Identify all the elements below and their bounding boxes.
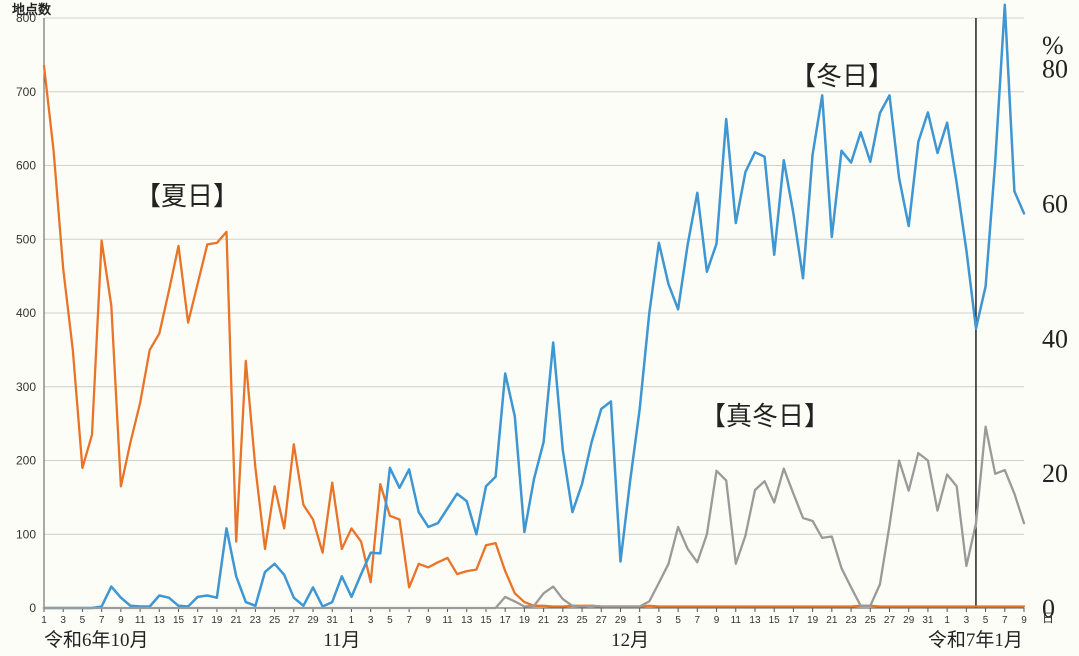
svg-text:5: 5 — [675, 615, 681, 626]
svg-text:1: 1 — [637, 615, 643, 626]
svg-text:40: 40 — [1042, 324, 1068, 353]
svg-text:29: 29 — [903, 615, 915, 626]
svg-text:5: 5 — [387, 615, 393, 626]
svg-text:7: 7 — [99, 615, 105, 626]
svg-text:【夏日】: 【夏日】 — [135, 182, 239, 211]
svg-text:17: 17 — [788, 615, 800, 626]
svg-text:31: 31 — [922, 615, 934, 626]
svg-text:15: 15 — [173, 615, 185, 626]
svg-text:令和7年1月: 令和7年1月 — [928, 629, 1023, 651]
svg-text:17: 17 — [500, 615, 512, 626]
svg-text:25: 25 — [576, 615, 588, 626]
svg-text:31: 31 — [327, 615, 339, 626]
svg-text:27: 27 — [884, 615, 896, 626]
svg-text:%: % — [1042, 31, 1064, 60]
svg-text:15: 15 — [769, 615, 781, 626]
svg-text:令和6年10月: 令和6年10月 — [44, 629, 149, 651]
svg-text:地点数: 地点数 — [12, 2, 52, 17]
svg-text:9: 9 — [118, 615, 124, 626]
svg-text:1: 1 — [944, 615, 950, 626]
svg-text:27: 27 — [596, 615, 608, 626]
svg-text:13: 13 — [461, 615, 473, 626]
svg-text:27: 27 — [288, 615, 300, 626]
svg-text:5: 5 — [80, 615, 86, 626]
svg-text:19: 19 — [519, 615, 531, 626]
svg-text:500: 500 — [16, 232, 36, 246]
svg-text:25: 25 — [269, 615, 281, 626]
svg-text:300: 300 — [16, 380, 36, 394]
svg-text:11: 11 — [135, 615, 146, 626]
svg-text:3: 3 — [964, 615, 970, 626]
svg-text:200: 200 — [16, 454, 36, 468]
svg-text:600: 600 — [16, 159, 36, 173]
line-chart: 0100200300400500600700800地点数020406080%13… — [0, 0, 1079, 656]
svg-text:23: 23 — [557, 615, 569, 626]
svg-text:25: 25 — [865, 615, 877, 626]
svg-text:7: 7 — [695, 615, 701, 626]
svg-text:11: 11 — [442, 615, 453, 626]
svg-text:3: 3 — [368, 615, 374, 626]
svg-text:日: 日 — [1042, 611, 1054, 625]
series-夏日 — [44, 66, 1024, 607]
svg-text:9: 9 — [714, 615, 720, 626]
svg-text:5: 5 — [983, 615, 989, 626]
svg-text:400: 400 — [16, 306, 36, 320]
svg-text:21: 21 — [231, 615, 243, 626]
svg-text:1: 1 — [349, 615, 355, 626]
svg-text:12月: 12月 — [611, 630, 649, 651]
svg-text:21: 21 — [826, 615, 838, 626]
svg-text:11月: 11月 — [323, 630, 360, 651]
svg-text:3: 3 — [656, 615, 662, 626]
svg-text:23: 23 — [250, 615, 262, 626]
svg-text:19: 19 — [807, 615, 819, 626]
svg-text:【真冬日】: 【真冬日】 — [700, 402, 830, 431]
svg-text:29: 29 — [615, 615, 627, 626]
svg-text:7: 7 — [1002, 615, 1008, 626]
svg-text:0: 0 — [29, 601, 36, 615]
svg-text:7: 7 — [406, 615, 412, 626]
svg-text:9: 9 — [1021, 615, 1027, 626]
svg-text:【冬日】: 【冬日】 — [790, 62, 894, 91]
svg-text:20: 20 — [1042, 459, 1068, 488]
svg-text:11: 11 — [731, 615, 742, 626]
svg-text:17: 17 — [192, 615, 204, 626]
svg-text:13: 13 — [154, 615, 166, 626]
svg-text:60: 60 — [1042, 190, 1068, 219]
svg-text:700: 700 — [16, 85, 36, 99]
svg-text:21: 21 — [538, 615, 550, 626]
svg-text:29: 29 — [307, 615, 319, 626]
chart-container: 0100200300400500600700800地点数020406080%13… — [0, 0, 1079, 656]
series-真冬日 — [44, 427, 1024, 608]
svg-text:15: 15 — [480, 615, 492, 626]
svg-text:19: 19 — [211, 615, 223, 626]
svg-text:1: 1 — [41, 615, 47, 626]
svg-text:13: 13 — [749, 615, 761, 626]
svg-text:3: 3 — [60, 615, 66, 626]
svg-text:23: 23 — [845, 615, 857, 626]
svg-text:9: 9 — [426, 615, 432, 626]
svg-text:100: 100 — [16, 527, 36, 541]
